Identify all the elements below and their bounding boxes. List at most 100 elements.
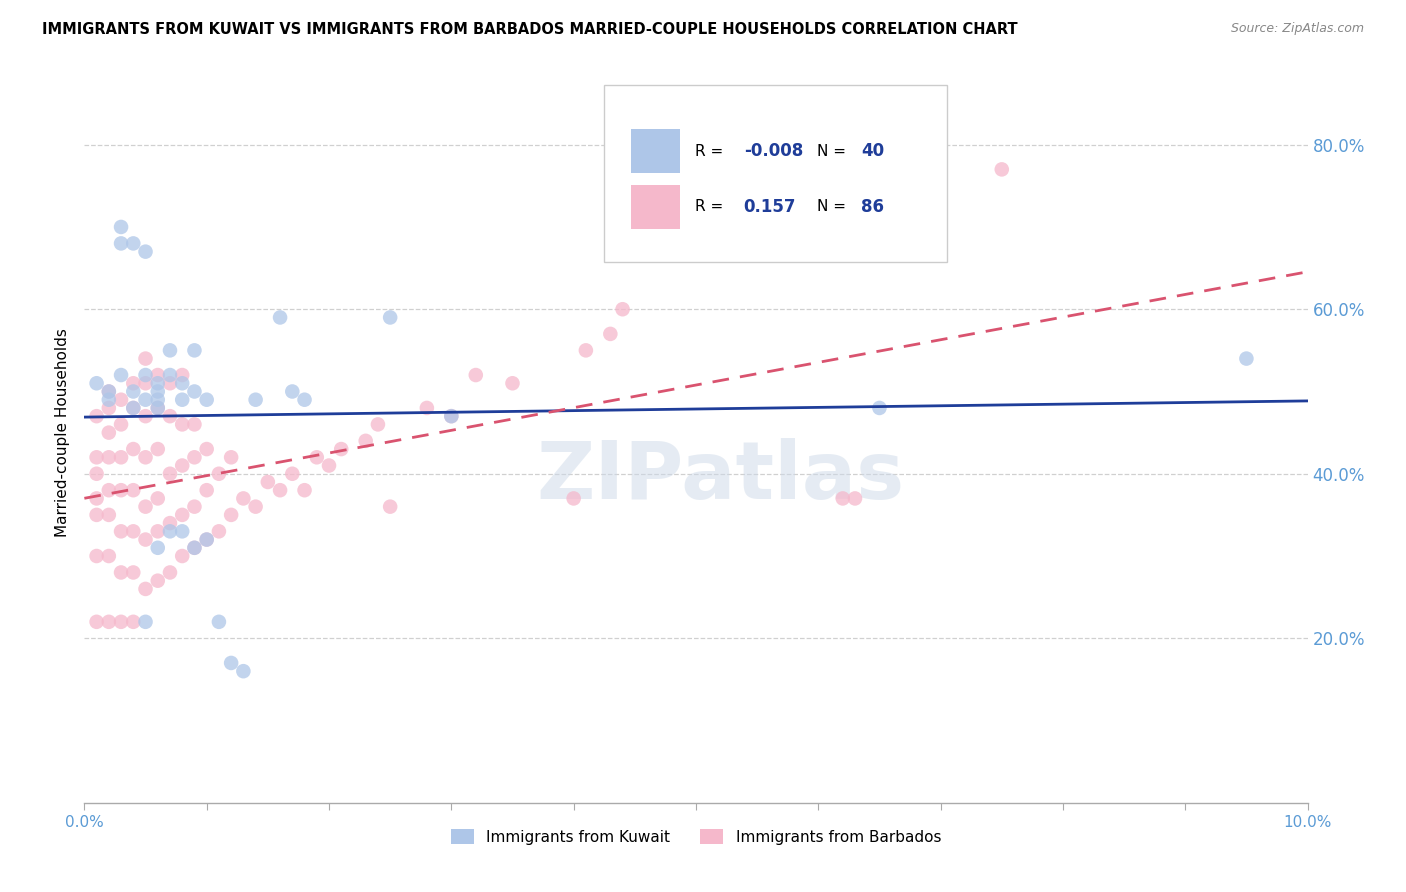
Point <box>146 401 169 415</box>
Point <box>86 549 108 563</box>
Point <box>110 219 132 234</box>
Point <box>232 491 254 506</box>
Point <box>159 343 181 358</box>
Point <box>294 392 316 407</box>
Point <box>172 392 194 407</box>
Point <box>208 615 231 629</box>
Point <box>380 500 402 514</box>
Point <box>86 409 108 424</box>
Point <box>146 491 169 506</box>
Text: N =: N = <box>817 144 851 159</box>
Point <box>97 450 120 465</box>
Point <box>208 524 231 539</box>
Point <box>172 508 194 522</box>
Point <box>110 392 132 407</box>
Point <box>183 343 205 358</box>
Point <box>367 417 389 432</box>
Point <box>208 467 231 481</box>
Point <box>135 615 157 629</box>
Point <box>110 566 132 580</box>
Point <box>159 524 181 539</box>
Point <box>330 442 353 456</box>
Point <box>172 458 194 473</box>
Point <box>416 401 439 415</box>
Point <box>135 376 157 391</box>
Point <box>146 574 169 588</box>
Point <box>146 384 169 399</box>
Point <box>245 500 267 514</box>
Point <box>122 401 145 415</box>
Point <box>135 533 157 547</box>
Point <box>110 524 132 539</box>
Point <box>146 368 169 382</box>
Point <box>122 483 145 498</box>
Point <box>86 615 108 629</box>
Text: Source: ZipAtlas.com: Source: ZipAtlas.com <box>1230 22 1364 36</box>
Point <box>183 500 205 514</box>
Point <box>159 566 181 580</box>
Point <box>195 392 218 407</box>
Text: R =: R = <box>695 144 728 159</box>
Point <box>135 500 157 514</box>
Point <box>86 376 108 391</box>
Point <box>183 450 205 465</box>
Point <box>305 450 328 465</box>
Point <box>122 442 145 456</box>
Point <box>97 615 120 629</box>
Point <box>172 549 194 563</box>
Point <box>869 401 891 415</box>
Point <box>135 450 157 465</box>
Point <box>195 533 218 547</box>
Point <box>146 442 169 456</box>
Point <box>195 483 218 498</box>
Point <box>281 384 304 399</box>
Point <box>97 401 120 415</box>
Point <box>245 392 267 407</box>
Point <box>440 409 463 424</box>
Point <box>159 409 181 424</box>
Point <box>110 236 132 251</box>
Point <box>354 434 377 448</box>
Text: R =: R = <box>695 199 728 214</box>
Text: ZIPatlas: ZIPatlas <box>536 438 904 516</box>
Text: IMMIGRANTS FROM KUWAIT VS IMMIGRANTS FROM BARBADOS MARRIED-COUPLE HOUSEHOLDS COR: IMMIGRANTS FROM KUWAIT VS IMMIGRANTS FRO… <box>42 22 1018 37</box>
Text: N =: N = <box>817 199 851 214</box>
Point <box>146 524 169 539</box>
Point <box>86 467 108 481</box>
Point <box>122 384 145 399</box>
Point <box>172 376 194 391</box>
Point <box>844 491 866 506</box>
Point <box>135 351 157 366</box>
Y-axis label: Married-couple Households: Married-couple Households <box>55 328 70 537</box>
Point <box>183 541 205 555</box>
Point <box>122 524 145 539</box>
Point <box>135 392 157 407</box>
Point <box>122 401 145 415</box>
Text: 40: 40 <box>860 143 884 161</box>
Point <box>195 442 218 456</box>
Point <box>110 368 132 382</box>
Point <box>219 508 242 522</box>
Point <box>97 508 120 522</box>
Point <box>183 384 205 399</box>
Point <box>159 376 181 391</box>
Point <box>97 384 120 399</box>
Point <box>135 368 157 382</box>
Point <box>575 343 598 358</box>
Point <box>599 326 621 341</box>
Point <box>97 425 120 440</box>
Point <box>991 162 1014 177</box>
Point <box>146 392 169 407</box>
Point <box>146 541 169 555</box>
Point <box>257 475 280 489</box>
Point <box>146 401 169 415</box>
FancyBboxPatch shape <box>605 85 946 262</box>
Point <box>380 310 402 325</box>
Point <box>97 392 120 407</box>
Point <box>219 656 242 670</box>
Point <box>183 417 205 432</box>
Point <box>86 508 108 522</box>
Legend: Immigrants from Kuwait, Immigrants from Barbados: Immigrants from Kuwait, Immigrants from … <box>444 822 948 851</box>
Point <box>135 582 157 596</box>
Point <box>86 491 108 506</box>
